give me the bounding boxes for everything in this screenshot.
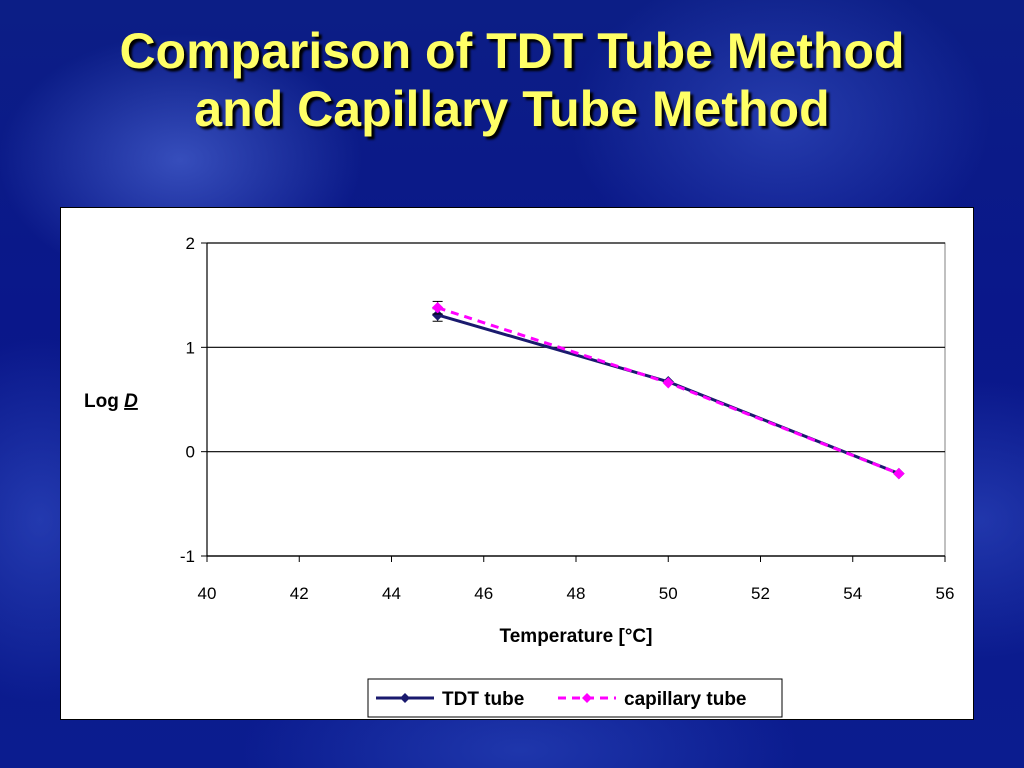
title-line-1: Comparison of TDT Tube Method bbox=[119, 23, 905, 79]
series-layer bbox=[431, 300, 905, 480]
chart-panel: 2 1 0 -1 40 42 44 46 48 50 52 54 56 Log D Temperatur… bbox=[60, 207, 974, 720]
data-point-capillary-tube bbox=[662, 377, 674, 389]
axes: 2 1 0 -140 42 44 46 48 50 52 54 56 bbox=[180, 234, 955, 603]
y-tick-label: 1 bbox=[186, 338, 195, 357]
y-tick-label: 2 bbox=[186, 234, 195, 253]
legend-marker-capillary-tube bbox=[582, 693, 592, 703]
line-chart: 2 1 0 -140 42 44 46 48 50 52 54 56 Log D Temperatur… bbox=[84, 234, 955, 718]
data-point-tdt-tube bbox=[431, 309, 444, 321]
data-point-capillary-tube bbox=[893, 467, 905, 480]
x-tick-label: 54 bbox=[843, 584, 862, 603]
x-tick-label: 56 bbox=[936, 584, 955, 603]
x-tick-label: 50 bbox=[659, 584, 678, 603]
y-axis-label-var: D bbox=[124, 391, 138, 412]
x-tick-label: 40 bbox=[198, 584, 217, 603]
y-axis-label: Log D bbox=[84, 391, 138, 412]
x-tick-label: 44 bbox=[382, 584, 401, 603]
title-line-2: and Capillary Tube Method bbox=[194, 81, 830, 137]
legend-marker-tdt-tube bbox=[400, 693, 410, 703]
y-tick-label: 0 bbox=[186, 443, 195, 462]
x-tick-label: 52 bbox=[751, 584, 770, 603]
x-tick-label: 48 bbox=[567, 584, 586, 603]
plot-area-frame bbox=[206, 242, 946, 557]
legend-label-capillary-tube: capillary tube bbox=[624, 689, 747, 710]
x-tick-label: 42 bbox=[290, 584, 309, 603]
series-line-tdt-tube bbox=[437, 313, 900, 475]
legend-label-tdt-tube: TDT tube bbox=[442, 689, 524, 710]
gridlines bbox=[206, 242, 946, 557]
legend: TDT tube capillary tube bbox=[367, 678, 783, 718]
x-axis-label: Temperature [°C] bbox=[500, 626, 653, 647]
y-tick-label: -1 bbox=[180, 547, 195, 566]
slide-title: Comparison of TDT Tube Method and Capill… bbox=[0, 22, 1024, 138]
x-tick-label: 46 bbox=[474, 584, 493, 603]
series-line-capillary-tube bbox=[437, 306, 900, 475]
data-point-capillary-tube bbox=[431, 301, 444, 314]
